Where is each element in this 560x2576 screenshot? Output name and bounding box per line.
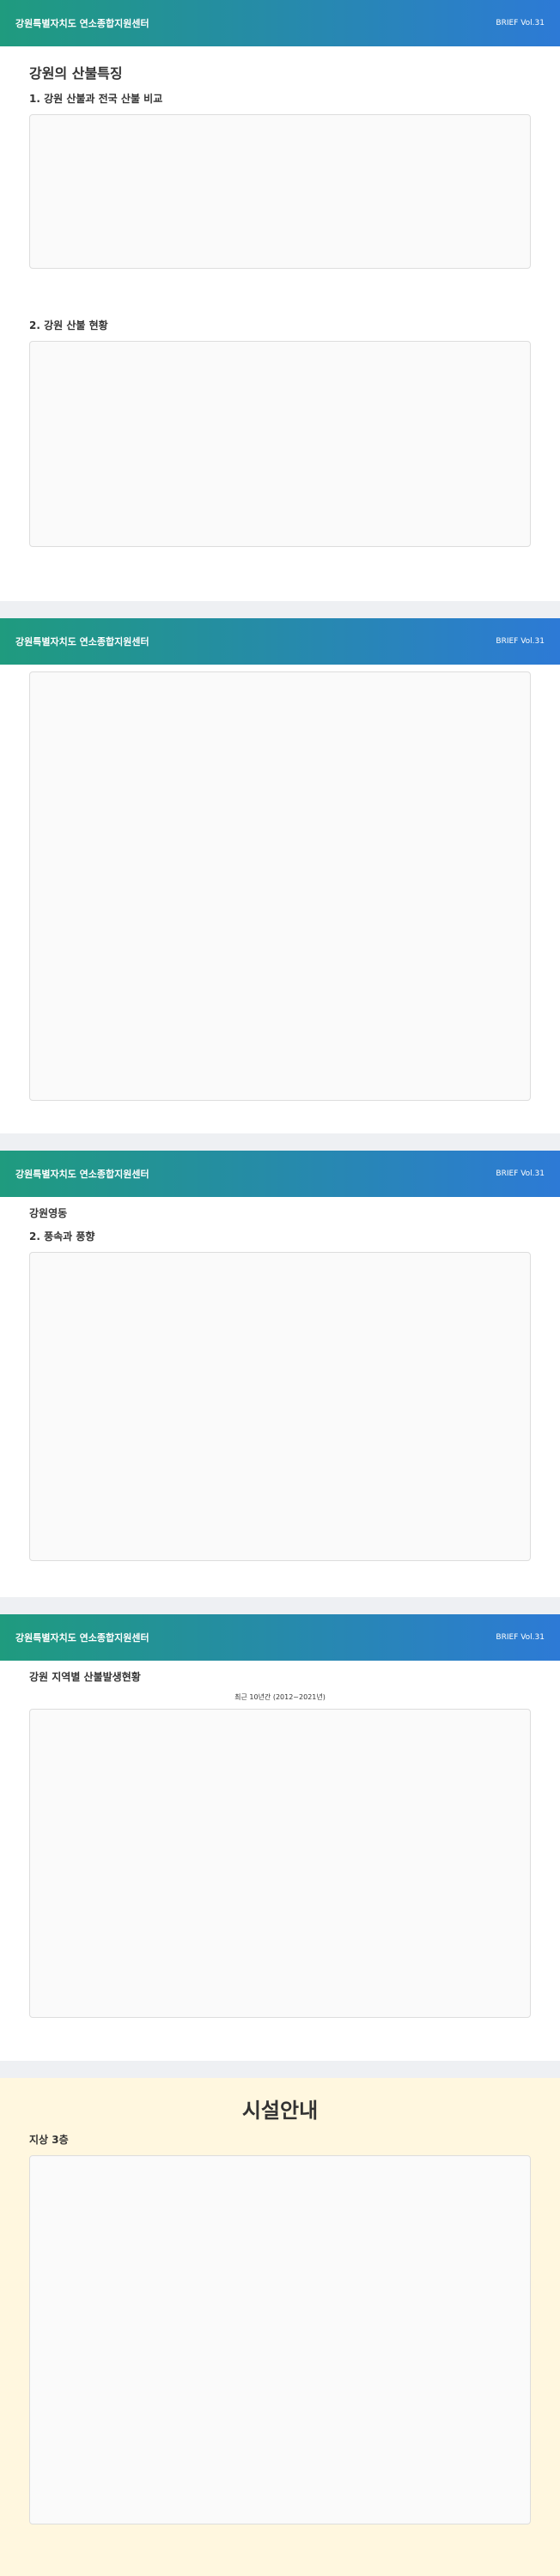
header-band: 강원특별자치도 연소종합지원센터 BRIEF Vol.31 bbox=[0, 0, 560, 46]
facility-title: 시설안내 bbox=[241, 2099, 319, 2123]
section-title: 강원영동 bbox=[29, 1207, 68, 1219]
section-sub: 1. 강원 산불과 전국 산불 비교 bbox=[29, 93, 163, 105]
facility-area bbox=[29, 2155, 531, 2524]
section-title: 강원의 산불특징 bbox=[29, 65, 123, 82]
chart-area bbox=[29, 1252, 531, 1561]
section-title: 강원 지역별 산불발생현황 bbox=[29, 1671, 141, 1683]
header-band: 강원특별자치도 연소종합지원센터 BRIEF Vol.31 bbox=[0, 1614, 560, 1661]
header-band: 강원특별자치도 연소종합지원센터 BRIEF Vol.31 bbox=[0, 1151, 560, 1197]
floor-title: 지상 3층 bbox=[29, 2134, 69, 2146]
content-area bbox=[29, 671, 531, 1101]
section-sub: 2. 풍속과 풍향 bbox=[29, 1230, 95, 1242]
chart-area bbox=[29, 341, 531, 547]
header-band: 강원특별자치도 연소종합지원센터 BRIEF Vol.31 bbox=[0, 618, 560, 665]
chart-area bbox=[29, 114, 531, 269]
section-sub: 2. 강원 산불 현황 bbox=[29, 319, 108, 331]
map-area bbox=[29, 1709, 531, 2018]
range: 최근 10년간 (2012~2021년) bbox=[234, 1693, 326, 1701]
